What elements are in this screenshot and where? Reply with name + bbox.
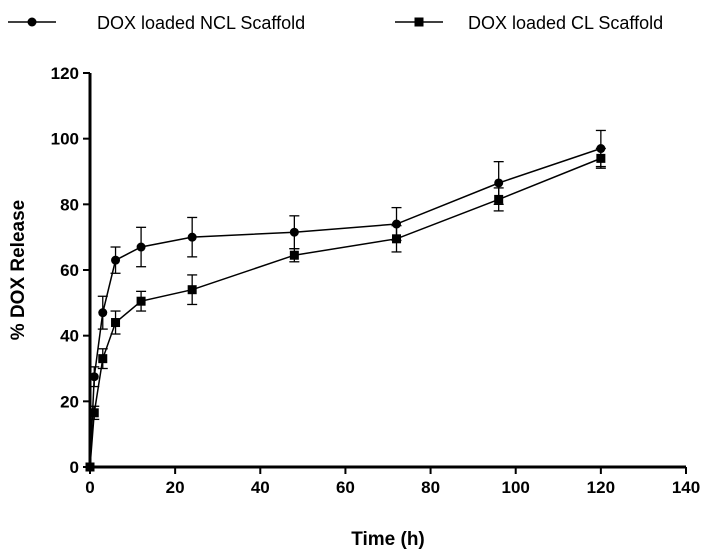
legend-label-ncl: DOX loaded NCL Scaffold [97,13,305,33]
data-point [596,153,606,163]
y-axis-label: % DOX Release [8,200,29,340]
y-tick-label: 60 [60,261,79,280]
data-point [136,242,146,252]
data-point [111,255,121,265]
data-point [85,462,95,472]
data-point [98,308,108,318]
x-tick-label: 120 [587,478,615,497]
data-point [187,285,197,295]
data-point [111,318,121,328]
data-point [494,194,504,204]
x-axis-label: Time (h) [351,529,425,550]
legend-marker-circle [27,17,37,27]
data-point [98,354,108,364]
series-ncl [85,129,606,472]
y-tick-label: 100 [51,130,79,149]
data-point [289,250,299,260]
x-tick-label: 20 [166,478,185,497]
y-tick-label: 120 [51,64,79,83]
data-point [289,227,299,237]
data-point [187,232,197,242]
y-tick-label: 20 [60,392,79,411]
x-tick-label: 0 [85,478,94,497]
legend-label-cl: DOX loaded CL Scaffold [468,13,663,33]
data-point [392,234,402,244]
data-point [89,372,99,382]
x-tick-label: 100 [502,478,530,497]
y-tick-label: 0 [70,458,79,477]
x-tick-label: 60 [336,478,355,497]
legend-marker-square [414,17,424,27]
x-tick-label: 80 [421,478,440,497]
series-line [89,147,602,468]
legend-item-cl: DOX loaded CL Scaffold [395,13,663,33]
data-point [89,408,99,418]
series-line [89,157,602,468]
y-tick-label: 40 [60,327,79,346]
series-cl [85,147,606,472]
data-point [494,178,504,188]
y-tick-label: 80 [60,195,79,214]
data-point [136,296,146,306]
legend-item-ncl: DOX loaded NCL Scaffold [8,13,305,33]
legend: DOX loaded NCL Scaffold DOX loaded CL Sc… [8,13,663,33]
x-tick-label: 40 [251,478,270,497]
x-tick-label: 140 [672,478,700,497]
